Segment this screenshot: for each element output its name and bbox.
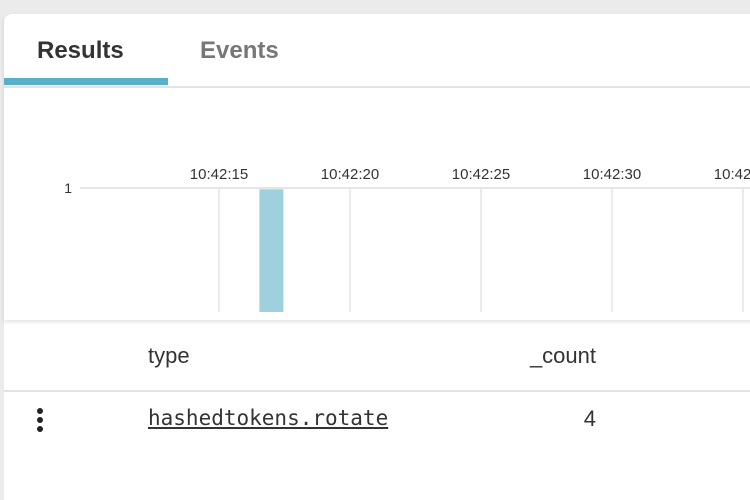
- header-divider: [4, 390, 750, 392]
- column-header-count[interactable]: _count: [529, 343, 596, 368]
- x-tick-label: 10:42:35: [714, 166, 750, 183]
- histogram-chart: 1 10:42:15 10:42:20 10:42:25 10:42:30 10:42:3…: [64, 166, 750, 312]
- row-menu-icon[interactable]: [36, 408, 46, 434]
- histogram-bar: [259, 189, 284, 312]
- column-header-type[interactable]: type: [148, 343, 190, 368]
- count-value: 4: [583, 406, 596, 431]
- results-table: type _count hashedtokens.rotate 4: [4, 320, 750, 500]
- type-link[interactable]: hashedtokens.rotate: [148, 406, 389, 430]
- tab-divider: [4, 86, 750, 88]
- x-tick-label: 10:42:25: [452, 166, 510, 183]
- x-tick-label: 10:42:30: [583, 166, 641, 183]
- y-tick-label: 1: [64, 180, 72, 196]
- tab-results[interactable]: Results: [37, 37, 124, 64]
- results-panel: Results Events 1 10:42:15 10:42:20 10:42:25…: [4, 14, 750, 320]
- x-tick-label: 10:42:20: [321, 166, 379, 183]
- x-tick-label: 10:42:15: [190, 166, 248, 183]
- tab-events[interactable]: Events: [200, 37, 279, 64]
- active-tab-indicator: [4, 78, 168, 85]
